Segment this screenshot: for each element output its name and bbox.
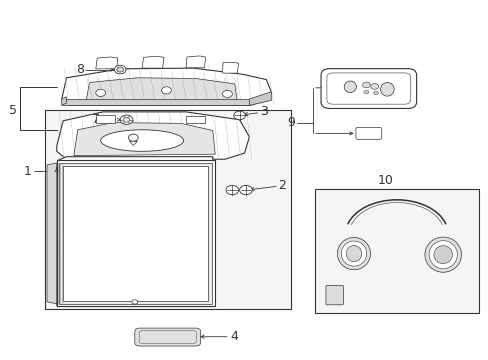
Polygon shape — [222, 62, 238, 73]
Ellipse shape — [433, 246, 451, 264]
Polygon shape — [185, 56, 205, 68]
Polygon shape — [59, 163, 211, 304]
Text: 6: 6 — [94, 133, 102, 146]
Ellipse shape — [380, 82, 393, 96]
Ellipse shape — [344, 81, 356, 93]
Polygon shape — [57, 112, 249, 159]
Circle shape — [373, 91, 378, 95]
Ellipse shape — [337, 238, 370, 270]
Circle shape — [114, 65, 126, 74]
Circle shape — [233, 111, 245, 120]
Text: 8: 8 — [76, 63, 83, 76]
Ellipse shape — [428, 241, 456, 269]
Polygon shape — [61, 99, 249, 105]
Circle shape — [132, 300, 138, 304]
Polygon shape — [74, 123, 215, 156]
Polygon shape — [86, 78, 237, 102]
Polygon shape — [61, 68, 271, 105]
Polygon shape — [96, 57, 118, 69]
Bar — [44, 110, 290, 309]
Circle shape — [370, 84, 378, 89]
Circle shape — [120, 115, 133, 125]
Text: 4: 4 — [230, 330, 238, 343]
FancyBboxPatch shape — [355, 127, 381, 139]
Text: 10: 10 — [377, 174, 393, 186]
Circle shape — [362, 82, 369, 88]
Circle shape — [239, 185, 252, 195]
Polygon shape — [249, 92, 271, 105]
Polygon shape — [129, 141, 137, 145]
Text: 5: 5 — [9, 104, 17, 117]
FancyBboxPatch shape — [325, 285, 343, 305]
Circle shape — [123, 117, 130, 122]
Ellipse shape — [424, 237, 461, 272]
Bar — [315, 189, 478, 313]
Circle shape — [161, 87, 171, 94]
Text: 3: 3 — [260, 105, 267, 118]
Polygon shape — [63, 166, 207, 301]
Ellipse shape — [101, 130, 183, 151]
Circle shape — [96, 89, 105, 96]
Text: 7: 7 — [92, 113, 100, 126]
Ellipse shape — [341, 241, 366, 266]
Polygon shape — [47, 163, 57, 304]
Polygon shape — [57, 157, 212, 306]
Bar — [96, 116, 115, 123]
Bar — [185, 116, 205, 123]
Circle shape — [128, 134, 138, 141]
Text: 2: 2 — [278, 179, 286, 192]
FancyBboxPatch shape — [321, 69, 416, 108]
FancyBboxPatch shape — [135, 328, 200, 346]
Text: 1: 1 — [23, 165, 31, 177]
Ellipse shape — [346, 246, 361, 262]
Circle shape — [225, 185, 238, 195]
Polygon shape — [61, 97, 66, 105]
Circle shape — [222, 90, 232, 98]
Circle shape — [117, 67, 123, 72]
Polygon shape — [142, 56, 163, 68]
Circle shape — [363, 90, 368, 94]
Polygon shape — [57, 160, 215, 306]
Text: 9: 9 — [286, 116, 294, 129]
